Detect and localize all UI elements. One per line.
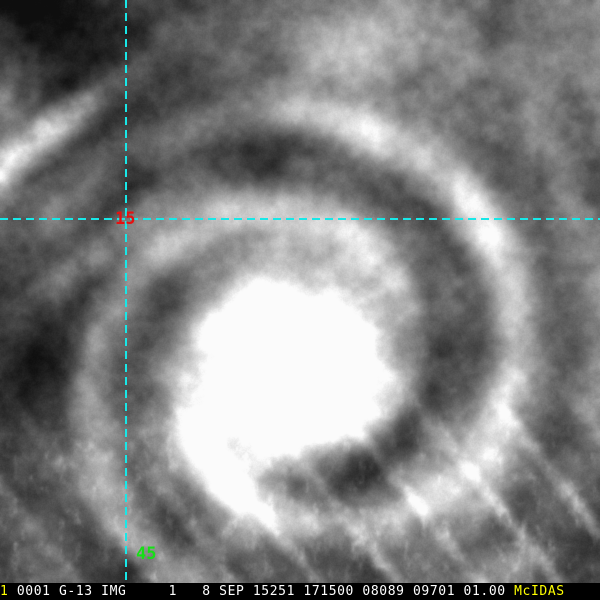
status-field-0: 1 (0, 584, 9, 599)
status-field-8: 171500 (303, 584, 363, 599)
status-bar: 1 0001 G-13 IMG 1 8 SEP 15251 171500 080… (0, 583, 600, 600)
status-field-3: IMG (92, 584, 127, 599)
status-field-10: 09701 (412, 584, 464, 599)
status-field-1: 0001 (8, 584, 59, 599)
status-field-6: SEP (219, 584, 253, 599)
status-field-2: G-13 (59, 584, 93, 599)
satellite-image-viewport[interactable]: 15 45 (0, 0, 600, 583)
status-field-12: McIDAS (514, 584, 565, 599)
status-field-5: 8 (177, 584, 220, 599)
status-field-9: 08089 (362, 584, 413, 599)
status-field-7: 15251 (252, 584, 304, 599)
status-field-11: 01.00 (463, 584, 515, 599)
satellite-infrared-image[interactable] (0, 0, 600, 583)
status-field-4: 1 (126, 584, 177, 599)
